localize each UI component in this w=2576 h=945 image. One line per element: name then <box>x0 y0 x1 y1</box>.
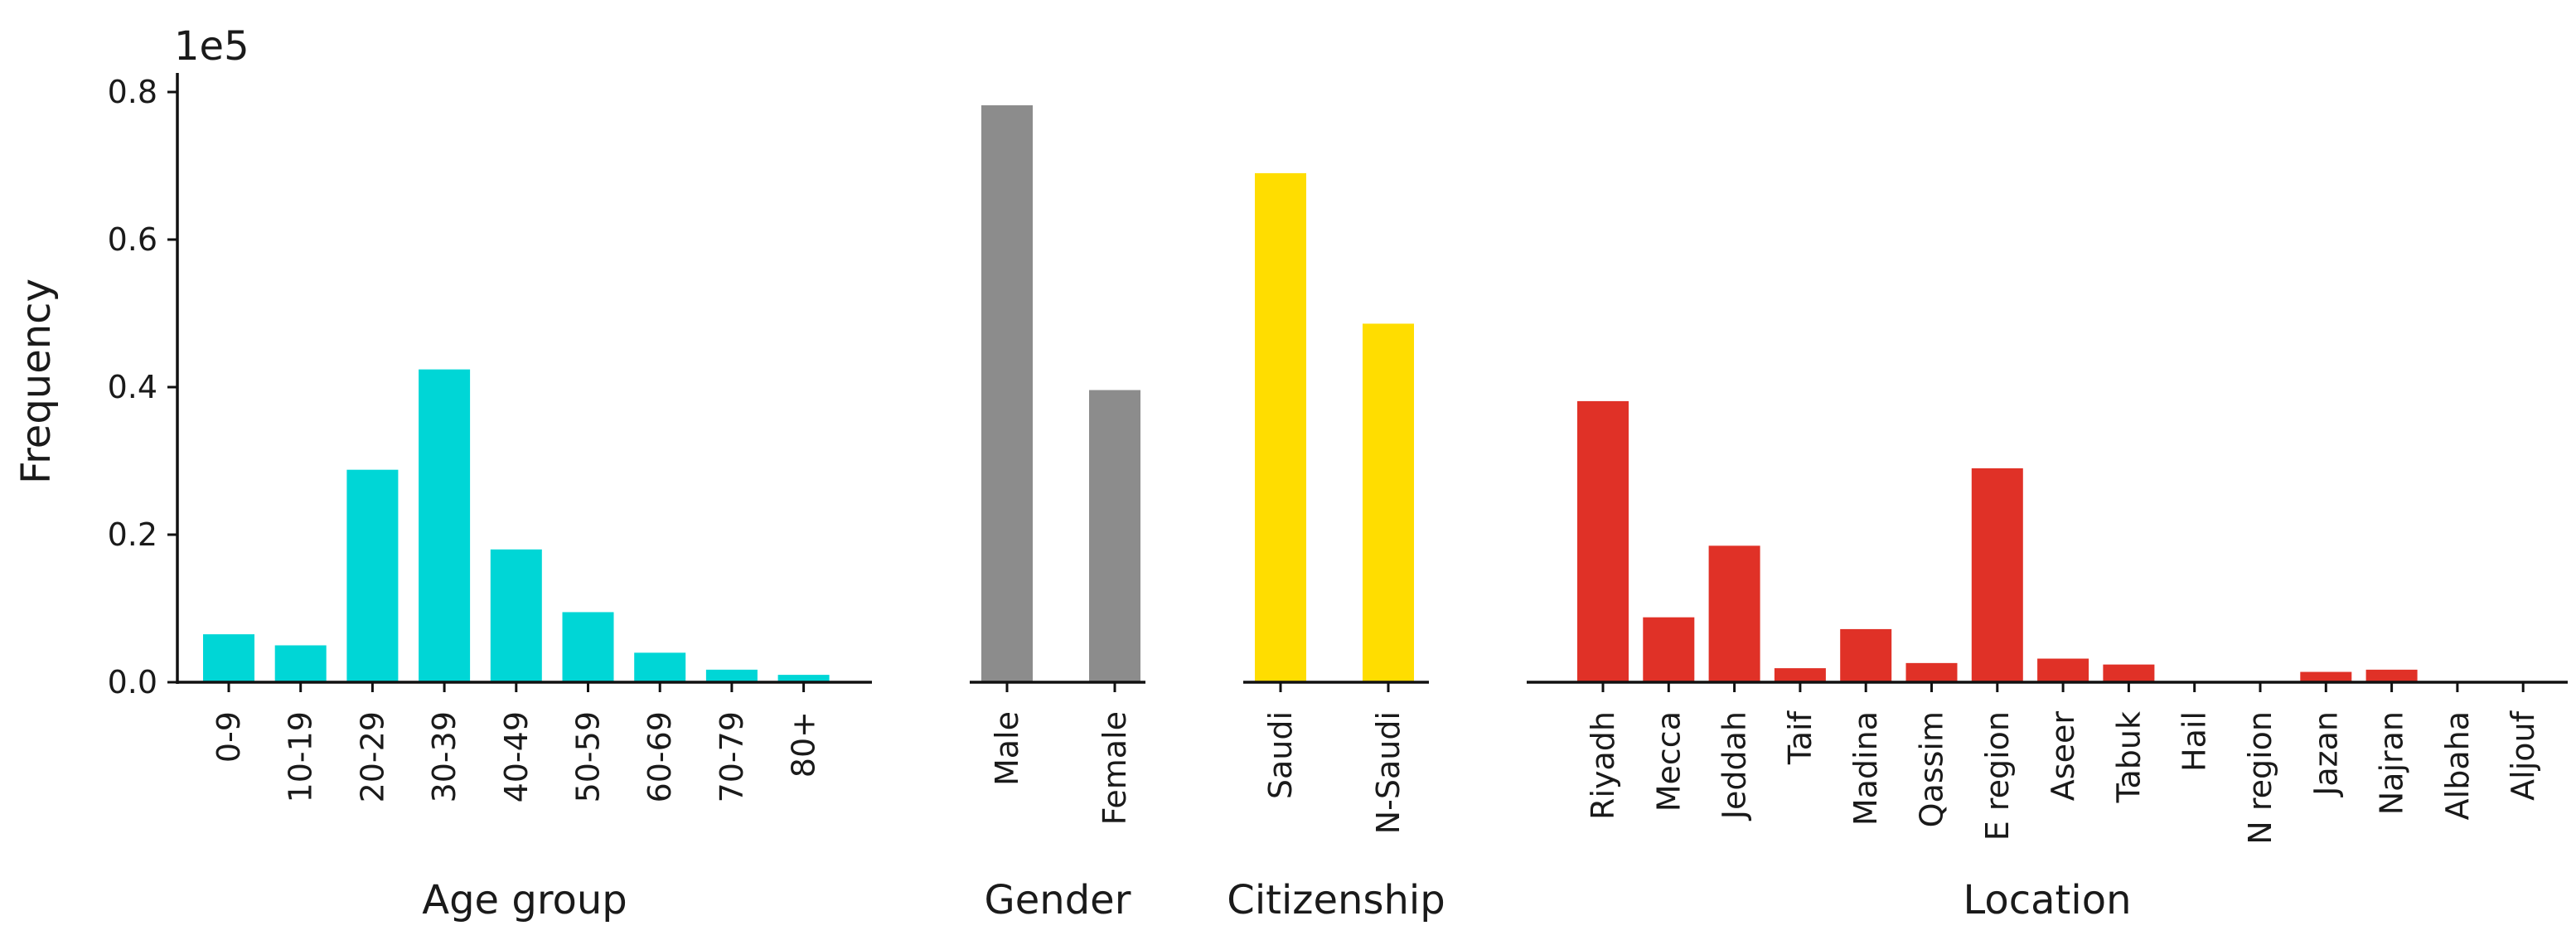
panel-gender: Male Female Gender <box>970 105 1145 923</box>
bar <box>1643 617 1695 682</box>
bar <box>981 105 1033 682</box>
bar <box>1089 390 1140 682</box>
x-tick-label: 40-49 <box>498 711 535 802</box>
bar <box>1708 545 1760 682</box>
bar <box>1905 662 1958 682</box>
bar <box>274 645 327 682</box>
bar <box>1840 628 1892 682</box>
x-tick-label: Aseer <box>2045 711 2081 802</box>
x-tick-label: Aljouf <box>2505 710 2541 800</box>
y-axis: 0.0 0.2 0.4 0.6 0.8 1e5 Frequency <box>13 23 249 700</box>
x-tick-label: Mecca <box>1650 711 1687 812</box>
x-tick-label: E region <box>1979 711 2016 841</box>
y-tick-label: 0.2 <box>108 516 157 553</box>
y-tick-label: 0.0 <box>108 664 157 700</box>
bar <box>2037 658 2089 682</box>
x-axis-title: Age group <box>422 877 627 923</box>
bar <box>634 652 686 682</box>
x-tick-label: N region <box>2242 711 2278 845</box>
y-tick-label: 0.4 <box>108 369 157 405</box>
bar <box>490 549 542 682</box>
x-tick-label: Najran <box>2374 711 2410 815</box>
x-tick-label: 50-59 <box>570 711 607 802</box>
x-tick-label: 80+ <box>786 711 822 778</box>
bar <box>1971 468 2023 682</box>
panel-location: Riyadh Mecca Jeddah Taif Madina Qassim E regio… <box>1527 400 2568 923</box>
x-axis-title: Gender <box>985 877 1131 923</box>
x-tick-label: Tabuk <box>2110 711 2147 803</box>
bar <box>346 469 399 682</box>
bar <box>419 369 471 682</box>
bar <box>562 612 614 682</box>
x-tick-label: 0-9 <box>211 711 247 763</box>
bar <box>2103 664 2155 682</box>
x-tick-label: Taif <box>1782 710 1818 765</box>
x-tick-label: Female <box>1097 711 1133 825</box>
x-tick-label: 10-19 <box>283 711 319 802</box>
bar <box>1577 400 1629 682</box>
y-scale-label: 1e5 <box>174 23 249 70</box>
y-axis-title: Frequency <box>13 279 60 484</box>
x-tick-label: N-Saudi <box>1370 711 1407 834</box>
bar <box>777 675 830 682</box>
bar <box>1255 172 1306 682</box>
x-tick-label: Jeddah <box>1717 711 1753 821</box>
y-tick-label: 0.8 <box>108 74 157 110</box>
x-tick-label: Jazan <box>2307 711 2344 797</box>
x-tick-label: Albaha <box>2439 711 2476 820</box>
y-tick-label: 0.6 <box>108 221 157 258</box>
bar <box>2300 671 2352 682</box>
x-tick-label: 70-79 <box>714 711 750 802</box>
x-axis-title: Citizenship <box>1227 877 1445 923</box>
x-tick-label: Qassim <box>1914 711 1950 827</box>
chart-panels: 0-9 10-19 20-29 30-39 40-49 50-59 60-69 70-79 80… <box>177 105 2568 923</box>
bar <box>2365 669 2418 682</box>
bar <box>1774 668 1826 682</box>
x-tick-label: 60-69 <box>642 711 678 802</box>
panel-citizenship: Saudi N-Saudi Citizenship <box>1227 172 1445 923</box>
x-tick-label: Riyadh <box>1585 711 1621 820</box>
x-tick-label: Hail <box>2177 711 2213 772</box>
x-tick-label: Madina <box>1847 711 1884 826</box>
bar <box>203 634 254 682</box>
x-tick-label: Saudi <box>1262 711 1299 799</box>
panel-age-group: 0-9 10-19 20-29 30-39 40-49 50-59 60-69 70-79 80… <box>177 369 872 923</box>
bar <box>1363 323 1414 682</box>
x-tick-label: 30-39 <box>426 711 462 802</box>
bar <box>705 669 758 682</box>
x-tick-label: Male <box>989 711 1025 786</box>
x-tick-label: 20-29 <box>354 711 390 802</box>
x-axis-title: Location <box>1963 877 2131 923</box>
